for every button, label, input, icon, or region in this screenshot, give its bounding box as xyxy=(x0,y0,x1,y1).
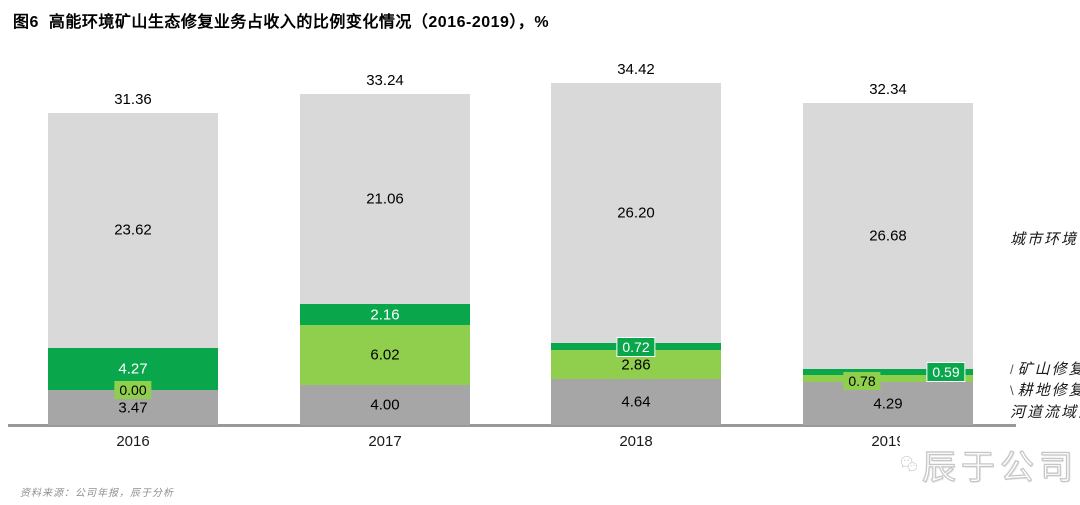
total-label-2017: 33.24 xyxy=(366,72,404,90)
chart-title-text: 高能环境矿山生态修复业务占收入的比例变化情况（2016-2019），% xyxy=(48,14,550,31)
annotation-label-1: / 矿山修复 xyxy=(1010,358,1080,379)
annotation-text: 城市环境修复 xyxy=(1010,232,1080,248)
annotation-text: 耕地修复 xyxy=(1017,383,1080,399)
x-tick-2016: 2016 xyxy=(116,433,150,450)
segment-farmland-restoration-2019 xyxy=(803,374,973,383)
segment-farmland-restoration-2018: 2.86 xyxy=(551,350,721,379)
x-axis-line xyxy=(8,424,1016,427)
x-tick-2018: 2018 xyxy=(619,433,653,450)
annotation-leader-line: / xyxy=(1010,362,1016,377)
watermark-text: 辰于公司 xyxy=(921,448,1078,487)
segment-mine-restoration-2019 xyxy=(803,368,973,375)
segment-value-mine-restoration-2016: 4.27 xyxy=(118,360,148,378)
segment-value-farmland-restoration-2018: 2.86 xyxy=(621,356,651,374)
segment-value-urban-environment-restoration-2017: 21.06 xyxy=(366,190,404,208)
total-label-2019: 32.34 xyxy=(869,81,907,99)
chart-title: 图6 高能环境矿山生态修复业务占收入的比例变化情况（2016-2019），% xyxy=(13,8,549,32)
annotation-text: 矿山修复 xyxy=(1017,362,1080,378)
segment-value-chip-farmland-restoration-2016: 0.00 xyxy=(114,381,152,400)
segment-value-urban-environment-restoration-2018: 26.20 xyxy=(617,204,655,222)
segment-river-basin-treatment-2018: 4.64 xyxy=(551,378,721,425)
annotation-text: 河道流域治理 xyxy=(1010,405,1080,421)
total-label-2016: 31.36 xyxy=(114,90,152,108)
annotation-label-0: 城市环境修复 xyxy=(1010,228,1080,249)
segment-value-river-basin-treatment-2016: 3.47 xyxy=(118,399,148,417)
segment-urban-environment-restoration-2018: 26.20 xyxy=(551,82,721,344)
total-label-2018: 34.42 xyxy=(617,60,655,78)
source-note: 资料来源：公司年报，辰于分析 xyxy=(20,488,174,499)
segment-value-urban-environment-restoration-2019: 26.68 xyxy=(869,227,907,245)
segment-value-farmland-restoration-2017: 6.02 xyxy=(370,346,400,364)
chart-title-prefix: 图6 xyxy=(13,14,39,31)
segment-mine-restoration-2017: 2.16 xyxy=(300,303,470,326)
segment-value-river-basin-treatment-2018: 4.64 xyxy=(621,393,651,411)
segment-value-river-basin-treatment-2017: 4.00 xyxy=(370,396,400,414)
wechat-logo-icon xyxy=(900,456,918,472)
annotation-leader-line: \ xyxy=(1010,383,1016,398)
segment-farmland-restoration-2017: 6.02 xyxy=(300,325,470,386)
segment-urban-environment-restoration-2019: 26.68 xyxy=(803,103,973,369)
segment-urban-environment-restoration-2017: 21.06 xyxy=(300,94,470,304)
segment-river-basin-treatment-2019: 4.29 xyxy=(803,382,973,425)
segment-value-chip-farmland-restoration-2019: 0.78 xyxy=(843,372,881,391)
annotation-label-3: 河道流域治理 xyxy=(1010,401,1080,422)
x-tick-2019: 2019 xyxy=(871,433,905,450)
segment-value-mine-restoration-2017: 2.16 xyxy=(370,306,400,324)
x-tick-2017: 2017 xyxy=(368,433,402,450)
segment-urban-environment-restoration-2016: 23.62 xyxy=(48,112,218,348)
segment-value-urban-environment-restoration-2016: 23.62 xyxy=(114,221,152,239)
segment-value-chip-mine-restoration-2018: 0.72 xyxy=(616,336,656,357)
annotation-label-2: \ 耕地修复 xyxy=(1010,379,1080,400)
watermark: 辰于公司 xyxy=(900,432,1078,496)
segment-river-basin-treatment-2017: 4.00 xyxy=(300,385,470,425)
segment-value-river-basin-treatment-2019: 4.29 xyxy=(873,395,903,413)
segment-value-chip-mine-restoration-2019: 0.59 xyxy=(926,361,966,382)
